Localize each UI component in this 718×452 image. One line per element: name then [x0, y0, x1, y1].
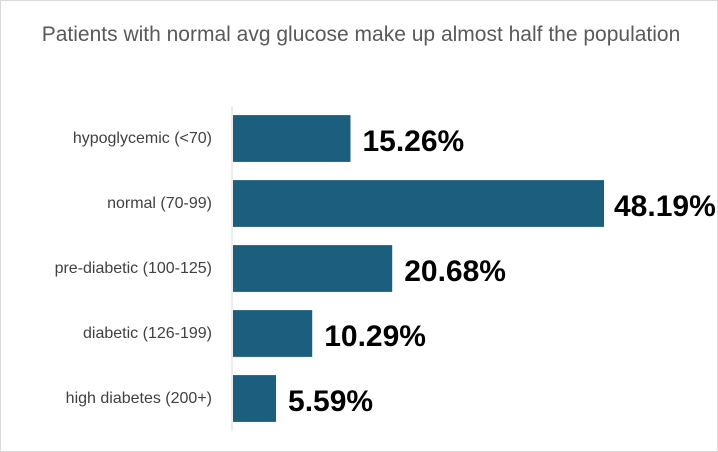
bar [233, 245, 393, 292]
category-tick-label: hypoglycemic (<70) [73, 130, 212, 147]
bar [233, 310, 313, 357]
category-tick-label: diabetic (126-199) [83, 325, 212, 342]
data-label: 20.68% [404, 255, 506, 288]
category-tick-label: normal (70-99) [107, 195, 212, 212]
data-label: 10.29% [324, 320, 426, 353]
data-label: 48.19% [614, 190, 716, 223]
chart-title: Patients with normal avg glucose make up… [41, 23, 681, 46]
data-label: 5.59% [288, 385, 373, 418]
bar [233, 180, 604, 227]
bar [233, 375, 277, 422]
data-label: 15.26% [362, 125, 464, 158]
category-tick-label: pre-diabetic (100-125) [55, 260, 212, 277]
bar [233, 115, 351, 162]
category-tick-label: high diabetes (200+) [66, 390, 212, 407]
